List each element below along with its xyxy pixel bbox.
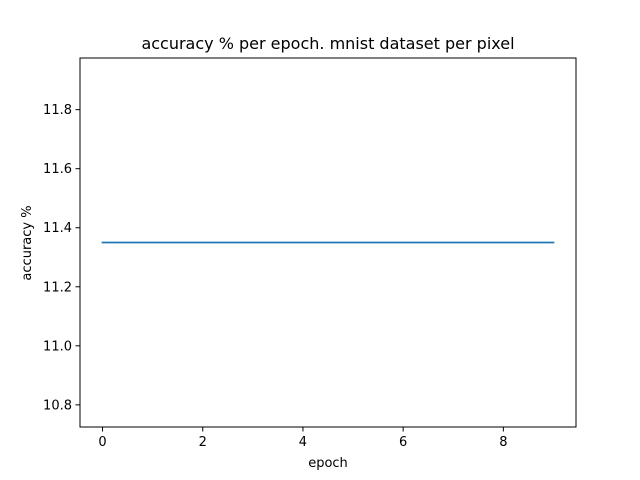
plot-frame — [79, 57, 577, 428]
y-tick-label: 11.0 — [43, 339, 72, 354]
y-tick-label: 11.2 — [43, 280, 72, 295]
y-tick-label: 10.8 — [43, 398, 72, 413]
x-tick-label: 4 — [299, 435, 307, 450]
plot-area: 0 2 4 6 8 10.8 11.0 11.2 11.4 11.6 11.8 — [43, 57, 577, 450]
y-tick-label: 11.8 — [43, 103, 72, 118]
y-tick-label: 11.6 — [43, 162, 72, 177]
x-tick-label: 0 — [98, 435, 106, 450]
chart-title: accuracy % per epoch. mnist dataset per … — [141, 34, 514, 53]
y-tick-label: 11.4 — [43, 221, 72, 236]
y-axis-label: accuracy % — [20, 205, 35, 280]
x-axis-label: epoch — [308, 456, 348, 471]
x-tick-label: 6 — [399, 435, 407, 450]
x-tick-label: 2 — [199, 435, 207, 450]
x-tick-label: 8 — [499, 435, 507, 450]
